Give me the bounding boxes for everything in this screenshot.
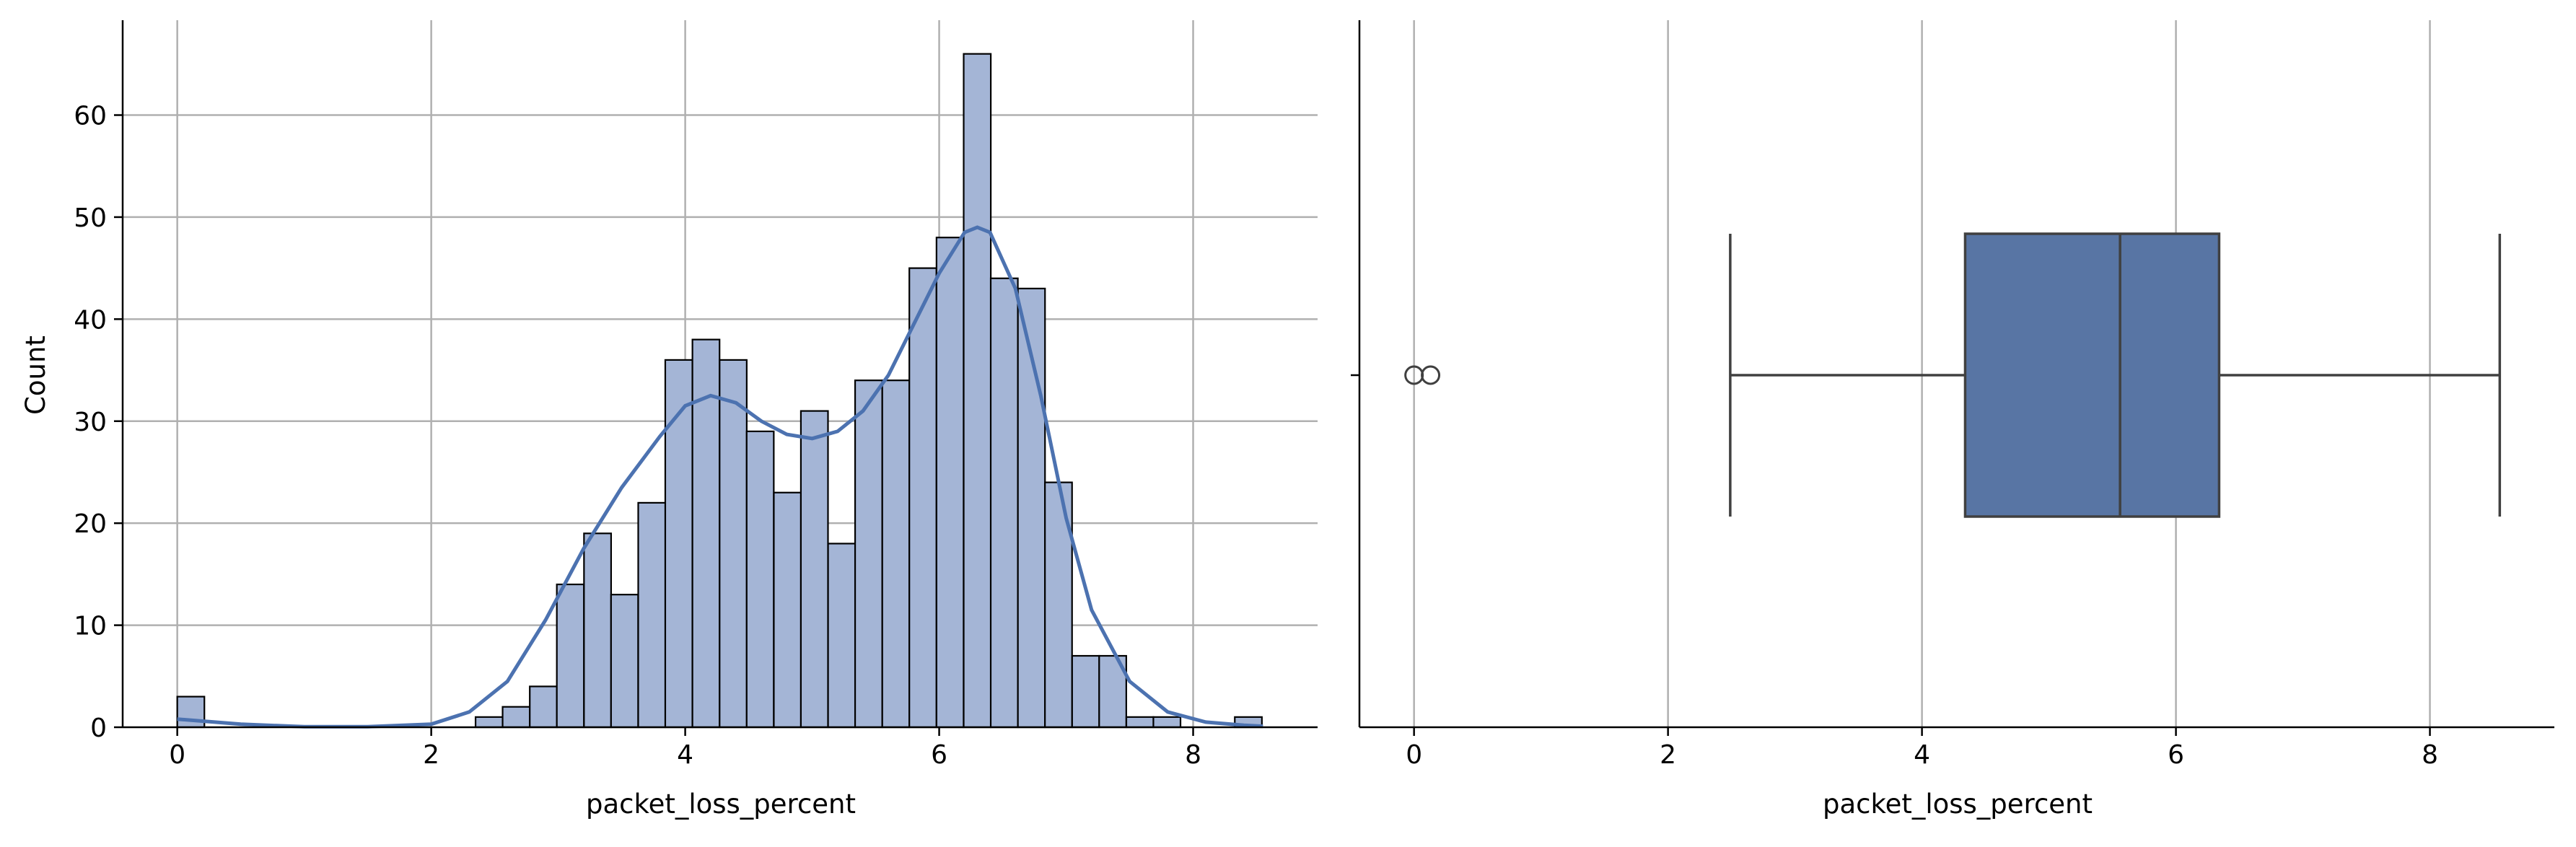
histogram-x-tick-label: 6 — [931, 740, 947, 770]
histogram-x-tick-label: 4 — [677, 740, 693, 770]
boxplot-x-tick-label: 8 — [2422, 740, 2438, 770]
boxplot-outlier — [1421, 365, 1441, 385]
histogram-bar — [610, 594, 639, 729]
histogram-y-tick-label: 50 — [74, 203, 107, 233]
histogram-y-tick-label: 30 — [74, 408, 107, 437]
histogram-bar — [854, 379, 883, 729]
histogram-bar — [664, 359, 693, 729]
boxplot-marks — [1404, 232, 2502, 518]
histogram-y-tick-label: 10 — [74, 612, 107, 641]
histogram-x-tick-label: 2 — [423, 740, 439, 770]
histogram-bar — [799, 410, 829, 729]
boxplot-x-tick-label: 6 — [2168, 740, 2184, 770]
histogram-y-tick-label: 40 — [74, 305, 107, 335]
histogram-y-tick-label: 0 — [90, 714, 107, 743]
histogram-bar — [963, 53, 992, 729]
histogram-bar — [719, 359, 748, 729]
histogram-bar — [1152, 716, 1182, 729]
histogram-x-tick-label: 0 — [169, 740, 185, 770]
histogram-bar — [773, 491, 802, 729]
boxplot-panel: 0 2 4 6 8 packet_loss_percent — [1351, 20, 2554, 820]
histogram-y-axis-label: Count — [20, 335, 51, 415]
histogram-bar — [556, 583, 585, 729]
histogram-bar — [881, 379, 911, 729]
histogram-bars — [176, 53, 1263, 729]
histogram-x-tick-label: 8 — [1185, 740, 1201, 770]
histogram-x-ticks: 0 2 4 6 8 — [169, 727, 1201, 770]
histogram-x-axis-label: packet_loss_percent — [586, 789, 856, 820]
boxplot-x-tick-label: 4 — [1914, 740, 1930, 770]
histogram-bar — [989, 277, 1019, 729]
histogram-bar — [501, 706, 531, 729]
histogram-bar — [1125, 716, 1155, 729]
boxplot-x-ticks: 0 2 4 6 8 — [1406, 727, 2438, 770]
kde-line — [177, 225, 1263, 729]
histogram-bar — [827, 543, 857, 729]
histogram-y-ticks: 0 10 20 30 40 50 60 — [74, 102, 123, 743]
histogram-bar — [583, 532, 613, 729]
boxplot-x-axis-label: packet_loss_percent — [1823, 789, 2093, 820]
histogram-bar — [529, 685, 558, 729]
histogram-bar — [935, 237, 965, 729]
histogram-bar — [474, 716, 504, 729]
histogram-y-tick-label: 60 — [74, 102, 107, 131]
histogram-bar — [745, 430, 775, 729]
histogram-bar — [1017, 287, 1046, 729]
histogram-bar — [1071, 654, 1100, 729]
boxplot-grid — [1413, 20, 2431, 727]
boxplot-box — [1963, 232, 2221, 518]
boxplot-x-tick-label: 2 — [1660, 740, 1676, 770]
histogram-y-tick-label: 20 — [74, 509, 107, 539]
histogram-bar — [637, 501, 667, 729]
histogram-bar — [908, 267, 937, 729]
boxplot-x-tick-label: 0 — [1406, 740, 1422, 770]
